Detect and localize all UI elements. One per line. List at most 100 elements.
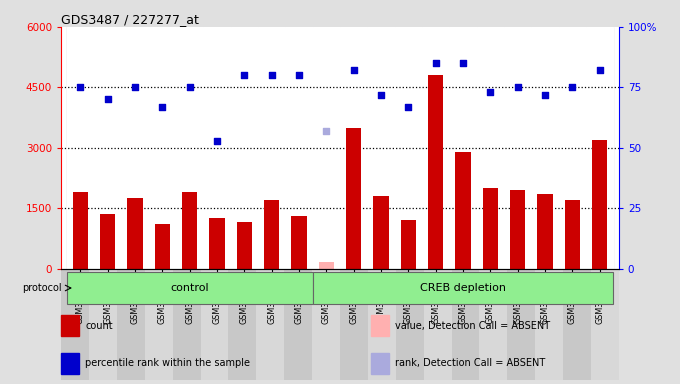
Bar (504, 27, 531, 269)
Point (458, 60, 469, 66)
Bar (258, 27, 286, 269)
Bar (182, 192, 197, 269)
Bar (286, 27, 313, 269)
Bar (537, 194, 553, 269)
Point (594, 67, 605, 73)
Bar (483, 188, 498, 269)
Bar (149, 27, 176, 269)
Bar (592, 140, 607, 269)
Bar (531, 27, 559, 269)
Bar (510, 190, 525, 269)
Bar (367, 27, 394, 269)
Bar (313, 27, 340, 269)
Bar (292, 217, 307, 269)
Text: percentile rank within the sample: percentile rank within the sample (85, 358, 250, 368)
Bar (586, 27, 613, 269)
Bar (121, 27, 149, 269)
Bar (346, 127, 361, 269)
Bar (449, 27, 477, 269)
Bar (428, 75, 443, 269)
Bar (231, 27, 258, 269)
Bar (477, 27, 504, 269)
Point (567, 84, 578, 91)
Bar (258, 27, 286, 269)
Bar (286, 27, 313, 269)
Bar (319, 262, 334, 269)
Bar (449, 27, 477, 269)
Bar (67, 27, 94, 269)
Bar (67, 27, 94, 269)
Bar (67, 27, 94, 269)
Point (130, 84, 141, 91)
Bar (559, 27, 586, 269)
Bar (61, 353, 79, 374)
Point (403, 104, 413, 110)
Bar (203, 27, 231, 269)
Bar (231, 27, 258, 269)
Bar (504, 27, 531, 269)
Bar (149, 27, 176, 269)
Point (239, 72, 250, 78)
Bar (149, 27, 176, 269)
Point (375, 91, 386, 98)
Bar (176, 27, 203, 269)
Bar (100, 214, 115, 269)
FancyBboxPatch shape (313, 273, 613, 303)
Bar (203, 27, 231, 269)
Bar (586, 27, 613, 269)
Bar (176, 27, 203, 269)
Bar (504, 27, 531, 269)
Bar (231, 27, 258, 269)
Text: count: count (85, 321, 113, 331)
Bar (456, 152, 471, 269)
Point (267, 72, 277, 78)
Bar (394, 27, 422, 269)
Point (184, 84, 195, 91)
Text: rank, Detection Call = ABSENT: rank, Detection Call = ABSENT (395, 358, 545, 368)
Point (75, 84, 86, 91)
Bar (367, 27, 394, 269)
Text: value, Detection Call = ABSENT: value, Detection Call = ABSENT (395, 321, 550, 331)
Bar (94, 27, 121, 269)
Bar (477, 27, 504, 269)
Bar (176, 27, 203, 269)
Bar (94, 27, 121, 269)
Bar (371, 315, 389, 336)
Bar (422, 27, 449, 269)
Bar (203, 27, 231, 269)
Bar (367, 27, 394, 269)
Text: protocol: protocol (22, 283, 62, 293)
Bar (313, 27, 340, 269)
Bar (531, 27, 559, 269)
Bar (237, 222, 252, 269)
Bar (394, 27, 422, 269)
Bar (422, 27, 449, 269)
Bar (264, 200, 279, 269)
Bar (340, 27, 367, 269)
Bar (394, 27, 422, 269)
Bar (373, 196, 388, 269)
Text: control: control (171, 283, 209, 293)
Bar (286, 27, 313, 269)
Bar (559, 27, 586, 269)
Bar (531, 27, 559, 269)
Bar (340, 27, 367, 269)
Bar (209, 218, 224, 269)
Bar (477, 27, 504, 269)
Bar (94, 27, 121, 269)
Point (430, 60, 441, 66)
Bar (73, 192, 88, 269)
Point (102, 96, 113, 103)
Point (321, 128, 332, 134)
Text: CREB depletion: CREB depletion (420, 283, 506, 293)
Text: GDS3487 / 227277_at: GDS3487 / 227277_at (61, 13, 199, 26)
Bar (340, 27, 367, 269)
Point (294, 72, 305, 78)
Bar (565, 200, 580, 269)
Bar (61, 315, 79, 336)
Bar (121, 27, 149, 269)
Point (348, 67, 359, 73)
Point (211, 137, 222, 144)
Bar (586, 27, 613, 269)
FancyBboxPatch shape (67, 273, 313, 303)
